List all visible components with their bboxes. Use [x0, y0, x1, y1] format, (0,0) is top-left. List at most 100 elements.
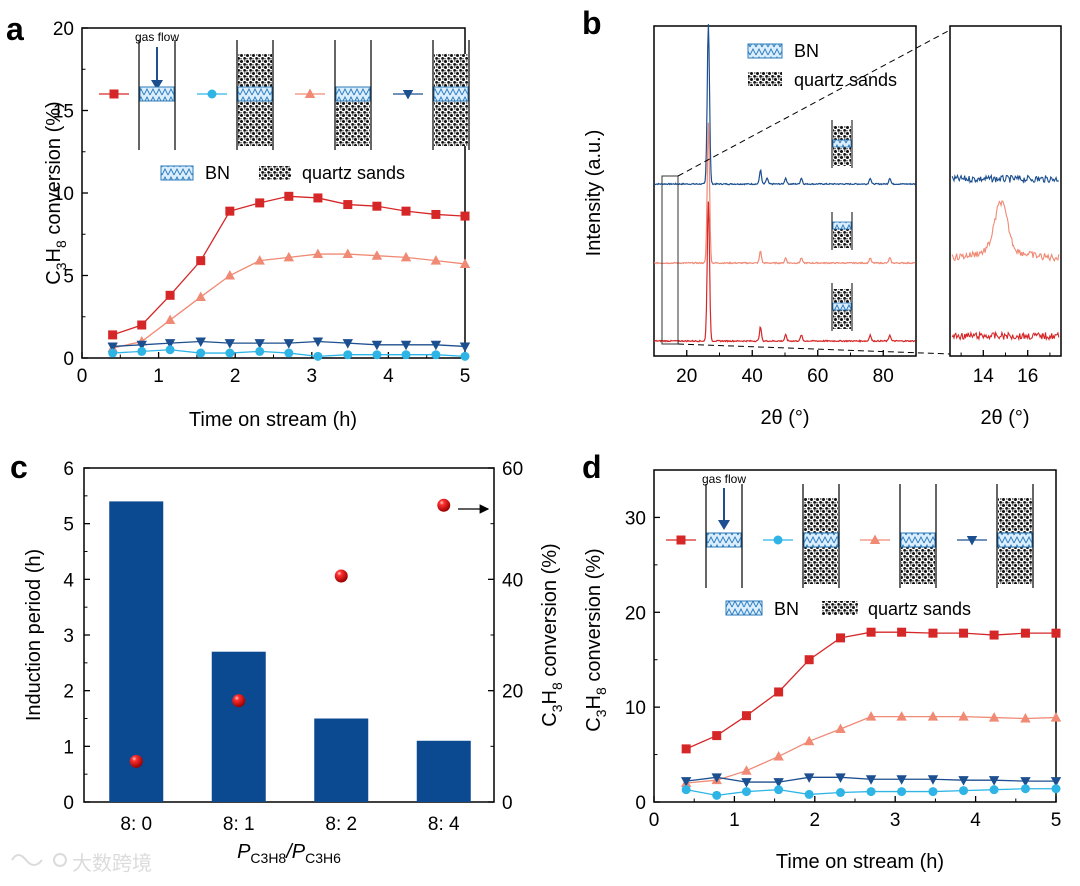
data-point: [313, 351, 323, 361]
series-triangle-down: [680, 773, 1062, 788]
data-point: [431, 350, 441, 360]
legend-marker: [109, 89, 119, 99]
data-point: [459, 342, 471, 352]
bn-bed: [706, 532, 742, 548]
bn-bed: [832, 139, 852, 148]
data-point: [774, 785, 784, 795]
data-point: [255, 198, 265, 208]
data-point: [988, 712, 1000, 722]
axes-ticks: 20 40 60 80 14 16: [676, 350, 1051, 387]
series-square: [108, 191, 470, 340]
data-point: [836, 788, 846, 798]
x-tick-label: 3: [307, 366, 318, 387]
axes-ticks: 0 1 2 3 4 5 0 10 20 30: [625, 508, 1061, 831]
x-tick-label: 1: [153, 366, 164, 387]
data-point: [959, 786, 969, 796]
data-point: [430, 255, 442, 265]
xrd-trace: [653, 201, 916, 343]
data-point: [835, 723, 846, 733]
panel-label-a: a: [6, 11, 24, 47]
x-tick-label: 40: [742, 366, 763, 387]
data-point: [460, 211, 470, 221]
legend-bn-label: BN: [774, 599, 799, 619]
gas-flow-label: gas flow: [702, 472, 746, 486]
bn-bed: [433, 86, 469, 102]
xrd-inset-frame: [949, 25, 1062, 357]
series-triangle-down: [107, 337, 471, 352]
panel-b: b 20 40 60 80 14 16 Intensity (a.u.) 2θ (°) 2…: [582, 5, 1062, 429]
reactor-schematic: gas flow BN quartz sands: [666, 472, 1034, 619]
y-tick-label: 20: [53, 19, 74, 40]
x-tick-label: 2: [230, 366, 241, 387]
data-point: [224, 339, 236, 349]
data-point: [804, 789, 814, 799]
legend-bn-label: BN: [794, 41, 819, 61]
data-point: [459, 258, 471, 268]
bar: [416, 740, 471, 802]
gas-flow-arrowhead: [151, 80, 163, 90]
legend-marker: [773, 535, 783, 545]
watermark-text: 大数跨境: [72, 852, 152, 875]
x-tick-label: 2: [810, 810, 821, 831]
data-point: [866, 787, 876, 797]
y-axis-label: Intensity (a.u.): [583, 130, 605, 257]
legend-quartz-swatch: [748, 72, 782, 86]
series-line: [685, 631, 1056, 750]
y2-tick-label: 40: [502, 570, 523, 591]
data-point: [225, 206, 235, 216]
data-point: [165, 290, 175, 300]
xrd-inset-trace: [951, 330, 1060, 342]
y-axis-label: C3H8 conversion (%): [583, 548, 609, 731]
x-tick-label: 0: [77, 366, 88, 387]
quartz-bed: [833, 229, 851, 248]
plot-area: [107, 191, 471, 361]
reactor-icons: [831, 120, 853, 331]
data-point: [342, 248, 354, 259]
x-tick-label: 8: 4: [428, 814, 460, 835]
watermark: 大数跨境: [11, 852, 152, 875]
data-point: [928, 787, 938, 797]
x-tick-label: 5: [1051, 810, 1062, 831]
x-tick-label: 1: [729, 810, 740, 831]
legend-series-circle: [197, 89, 227, 99]
data-point: [712, 790, 722, 800]
legend-marker: [869, 534, 881, 544]
bars: [109, 501, 471, 802]
y-tick-label: 1: [63, 737, 74, 758]
bar: [109, 501, 164, 802]
data-point: [164, 339, 176, 349]
legend-quartz-label: quartz sands: [302, 163, 405, 183]
x-tick-label: 0: [649, 810, 660, 831]
data-point: [401, 206, 411, 216]
conversion-point: [129, 754, 143, 768]
reactor-tube: [334, 40, 372, 150]
y2-axis-label: C3H8 conversion (%): [539, 543, 565, 726]
x-tick-label: 20: [676, 366, 697, 387]
data-point: [1020, 713, 1031, 723]
x-tick-label: 4: [383, 366, 394, 387]
data-point: [1051, 784, 1061, 794]
data-point: [312, 337, 324, 347]
data-point: [927, 775, 939, 785]
xrd-inset-trace: [951, 173, 1060, 184]
data-point: [225, 348, 235, 358]
series-square: [681, 627, 1061, 754]
series-line: [112, 253, 466, 349]
data-point: [371, 250, 383, 260]
data-point: [803, 773, 815, 783]
data-point: [865, 711, 877, 721]
x-tick-label: 4: [970, 810, 981, 831]
inset-x-tick-label: 16: [1017, 366, 1038, 387]
bn-bed: [139, 86, 175, 102]
series-line: [112, 195, 466, 336]
gas-flow-arrowhead: [718, 520, 730, 530]
data-point: [958, 776, 969, 786]
data-point: [164, 314, 176, 325]
data-point: [988, 776, 1000, 786]
xrd-inset-trace: [951, 200, 1060, 263]
data-point: [343, 350, 353, 360]
x-tick-label: 8: 1: [223, 814, 255, 835]
inset-x-axis-label: 2θ (°): [980, 407, 1029, 429]
y-tick-label: 0: [635, 793, 646, 814]
data-point: [1020, 777, 1031, 787]
